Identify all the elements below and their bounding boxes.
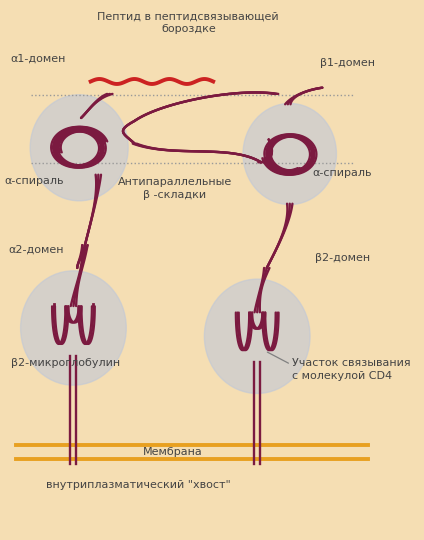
Text: Антипараллельные
β -складки: Антипараллельные β -складки (118, 177, 232, 200)
Text: α-спираль: α-спираль (5, 176, 64, 186)
Text: Участок связывания
с молекулой CD4: Участок связывания с молекулой CD4 (292, 358, 410, 381)
Text: α2-домен: α2-домен (8, 244, 64, 254)
Circle shape (21, 271, 126, 385)
Circle shape (243, 104, 337, 205)
Text: внутриплазматический "хвост": внутриплазматический "хвост" (46, 481, 231, 490)
Text: β2-микроглобулин: β2-микроглобулин (11, 358, 120, 368)
Text: β2-домен: β2-домен (315, 253, 370, 262)
Circle shape (204, 279, 310, 394)
Circle shape (30, 94, 128, 201)
Text: Пептид в пептидсвязывающей
бороздке: Пептид в пептидсвязывающей бороздке (98, 11, 279, 34)
Text: Мембрана: Мембрана (143, 447, 203, 457)
Text: α-спираль: α-спираль (313, 167, 372, 178)
Text: β1-домен: β1-домен (321, 58, 375, 68)
Text: α1-домен: α1-домен (10, 53, 66, 64)
